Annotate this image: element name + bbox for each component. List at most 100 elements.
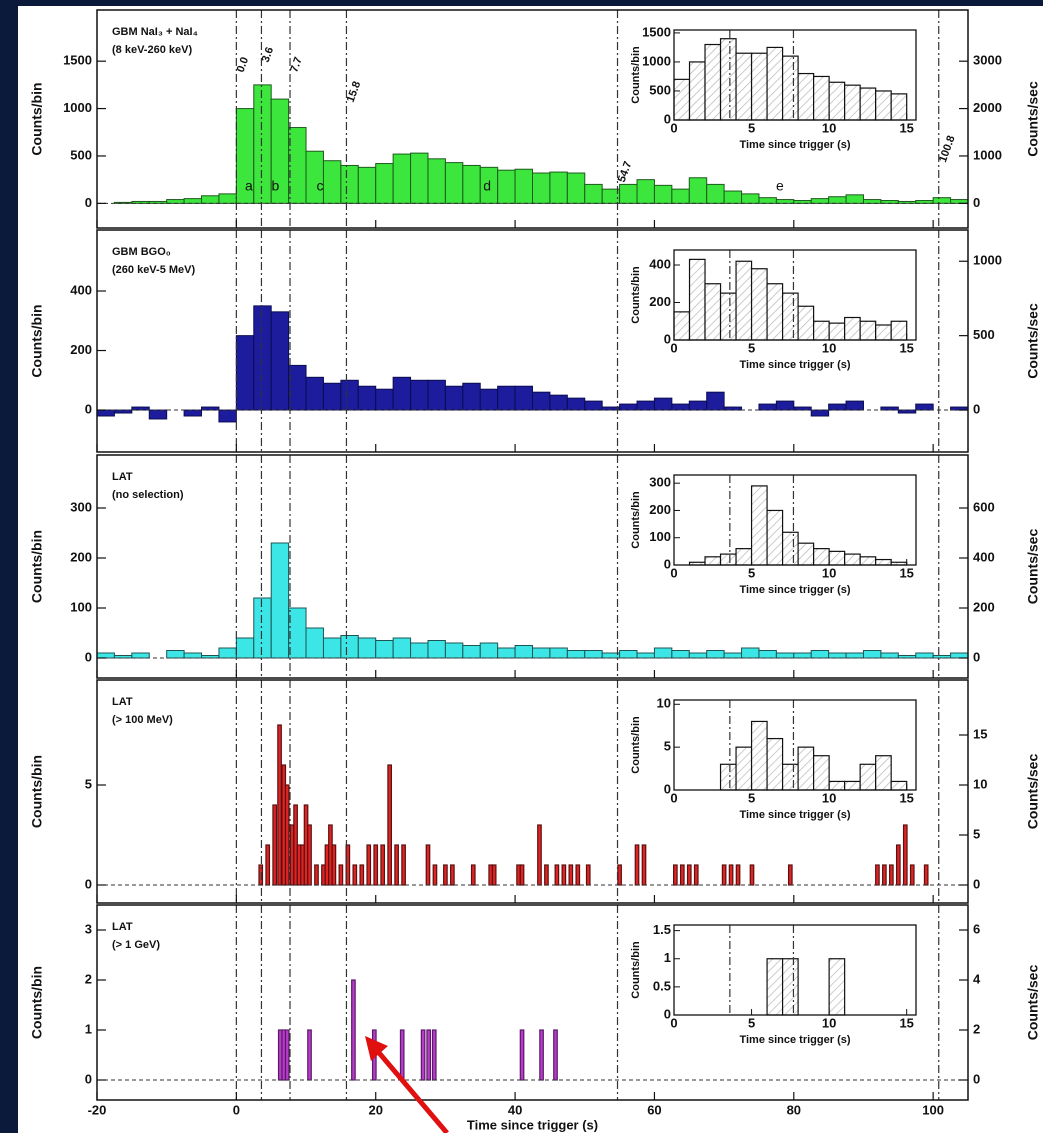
y2-axis-title: Counts/sec [1025,81,1041,157]
inset-y-tick-label: 1500 [642,24,671,39]
histogram-bar [375,388,394,411]
histogram-bar [897,200,917,204]
inset-x-tick-label: 15 [899,565,913,580]
inset-bar [673,311,691,341]
inset-bar [766,46,784,121]
event-bar [882,864,887,886]
panel-title: GBM BGO₀ [112,246,171,258]
histogram-bar [322,637,342,659]
histogram-bar [288,364,307,411]
inset-y-tick-label: 100 [649,529,671,544]
histogram-bar [218,647,237,659]
inset-bar [673,78,691,121]
inset-x-tick-label: 10 [822,120,836,135]
histogram-bar [671,188,690,204]
panel-subtitle: (> 100 MeV) [112,714,173,726]
y-tick-label: 500 [70,147,92,162]
histogram-bar [584,400,603,411]
histogram-bar [688,652,708,659]
inset: 0 5 10 15 0 5 10 Time since trigger (s) Counts/b… [630,696,917,821]
inset-x-tick-label: 10 [822,1015,836,1030]
inset-y-tick-label: 0.5 [653,978,671,993]
histogram-bar [479,388,499,411]
event-bar [617,864,622,886]
y-tick-label: 0 [85,401,92,416]
event-bar [265,844,271,886]
histogram-bar [235,335,255,411]
interval-label: d [483,178,491,194]
inset-bar [859,763,877,791]
event-bar [728,864,734,886]
inset-y-tick-label: 10 [657,696,671,711]
inset-bar [813,75,830,121]
histogram-bar [897,409,917,414]
x-tick-label: 20 [368,1102,382,1117]
y-tick-label: 100 [70,599,92,614]
histogram-bar [340,635,359,659]
histogram-bar [828,403,847,411]
histogram-bar [305,376,324,411]
event-bar [351,979,356,1081]
histogram-bar [566,397,586,411]
histogram-bar [444,385,464,411]
inset-bar [750,52,768,121]
inset-bar [735,260,753,341]
histogram-bar [845,400,864,411]
histogram-bar [532,172,551,204]
histogram-bar [462,164,481,204]
inset-y-title: Counts/bin [630,941,642,999]
histogram-bar [636,400,655,411]
y2-axis-title: Counts/sec [1025,303,1041,379]
inset-bar [844,553,861,566]
y2-tick-label: 1000 [973,147,1002,162]
histogram-bar [462,382,481,411]
inset-x-title: Time since trigger (s) [739,139,850,151]
histogram-bar [810,409,830,417]
inset-bar [890,320,908,341]
histogram-bar [723,406,743,411]
histogram-bar [845,652,864,659]
inset-y-tick-label: 300 [649,475,671,490]
histogram-bar [322,160,342,204]
y2-tick-label: 5 [973,826,980,841]
histogram-bar [497,169,516,204]
inset-bar [766,958,784,1016]
event-bar [314,864,319,886]
y2-tick-label: 0 [973,401,980,416]
y-tick-label: 1000 [63,100,92,115]
inset-y-tick-label: 0 [664,1006,671,1021]
inset-bar [875,90,892,121]
event-bar [380,844,386,886]
y2-tick-label: 0 [973,876,980,891]
x-tick-label: -20 [88,1102,107,1117]
y2-tick-label: 1000 [973,253,1002,268]
y2-axis-title: Counts/sec [1025,754,1041,830]
histogram-bar [148,409,168,420]
inset-bar [828,958,846,1016]
inset-bar [735,746,753,791]
histogram-bar [549,171,568,204]
event-bar [420,1029,426,1081]
y-tick-label: 0 [85,649,92,664]
event-bar [431,1029,437,1081]
event-bar [272,804,278,886]
histogram-bar [636,179,655,204]
inset-x-title: Time since trigger (s) [739,584,850,596]
inset-x-tick-label: 15 [899,120,913,135]
inset: 0 5 10 15 0 200 400 Time since trigger (s) Count… [630,249,917,371]
event-bar [686,864,692,886]
inset-bar [766,283,784,341]
event-bar [749,864,755,886]
histogram-bar [619,183,638,204]
inset-x-title: Time since trigger (s) [739,809,850,821]
histogram-bar [427,640,446,659]
inset-x-tick-label: 15 [899,790,913,805]
event-bar [307,1029,312,1081]
inset-bar [797,746,815,791]
histogram-bar [444,642,464,659]
inset-frame [673,474,917,566]
inset-frame [673,699,917,791]
